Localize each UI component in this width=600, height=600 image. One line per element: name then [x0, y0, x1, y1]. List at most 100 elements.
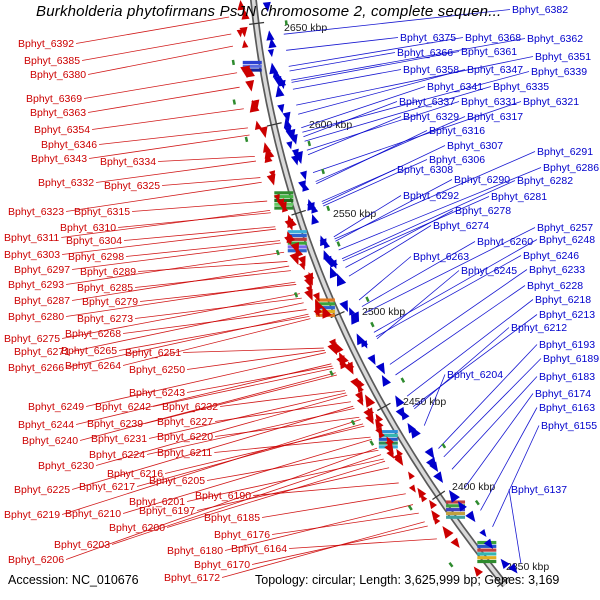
- gene-label[interactable]: Bphyt_6337: [399, 96, 455, 108]
- gene-label[interactable]: Bphyt_6297: [14, 264, 70, 276]
- gene-arrow[interactable]: [395, 395, 405, 408]
- gene-label[interactable]: Bphyt_6310: [60, 222, 116, 234]
- gene-label[interactable]: Bphyt_6317: [467, 111, 523, 123]
- gene-arrow[interactable]: [241, 9, 250, 20]
- gene-label[interactable]: Bphyt_6290: [454, 174, 510, 186]
- gene-label[interactable]: Bphyt_6265: [61, 345, 117, 357]
- gene-arrow[interactable]: [479, 528, 487, 538]
- gene-label[interactable]: Bphyt_6369: [26, 93, 82, 105]
- gene-label[interactable]: Bphyt_6203: [54, 539, 110, 551]
- gene-arrow[interactable]: [251, 99, 260, 110]
- gene-label[interactable]: Bphyt_6213: [539, 309, 595, 321]
- gene-block[interactable]: [315, 302, 335, 306]
- gene-label[interactable]: Bphyt_6354: [34, 124, 90, 136]
- gene-label[interactable]: Bphyt_6193: [539, 339, 595, 351]
- gene-label[interactable]: Bphyt_6273: [77, 313, 133, 325]
- gene-arrow[interactable]: [348, 361, 355, 370]
- gene-arrow[interactable]: [361, 340, 368, 349]
- gene-arrow[interactable]: [381, 374, 391, 387]
- gene-label[interactable]: Bphyt_6170: [194, 559, 250, 571]
- gene-label[interactable]: Bphyt_6351: [535, 51, 591, 63]
- gene-arrow[interactable]: [305, 285, 312, 294]
- gene-label[interactable]: Bphyt_6339: [531, 66, 587, 78]
- gene-arrow[interactable]: [236, 29, 243, 38]
- gene-arrow[interactable]: [367, 354, 376, 365]
- gene-label[interactable]: Bphyt_6206: [8, 554, 64, 566]
- gene-label[interactable]: Bphyt_6249: [28, 401, 84, 413]
- gene-label[interactable]: Bphyt_6304: [66, 235, 122, 247]
- gene-arrow[interactable]: [375, 362, 385, 375]
- gene-label[interactable]: Bphyt_6392: [18, 38, 74, 50]
- gene-arrow[interactable]: [338, 352, 349, 366]
- gene-label[interactable]: Bphyt_6266: [8, 362, 64, 374]
- gene-label[interactable]: Bphyt_6308: [397, 164, 453, 176]
- gene-block[interactable]: [477, 552, 497, 556]
- gene-label[interactable]: Bphyt_6260: [477, 236, 533, 248]
- gene-arrow[interactable]: [375, 418, 384, 430]
- gene-label[interactable]: Bphyt_6287: [14, 295, 70, 307]
- gene-arrow[interactable]: [335, 342, 344, 354]
- gene-arrow[interactable]: [327, 342, 338, 356]
- gene-label[interactable]: Bphyt_6155: [541, 420, 597, 432]
- gene-arrow[interactable]: [266, 30, 275, 41]
- gene-label[interactable]: Bphyt_6231: [91, 433, 147, 445]
- gene-label[interactable]: Bphyt_6239: [87, 418, 143, 430]
- gene-label[interactable]: Bphyt_6220: [157, 431, 213, 443]
- gene-arrow[interactable]: [273, 193, 280, 203]
- gene-label[interactable]: Bphyt_6323: [8, 206, 64, 218]
- gene-block[interactable]: [378, 433, 398, 438]
- gene-label[interactable]: Bphyt_6306: [429, 154, 485, 166]
- gene-arrow[interactable]: [242, 39, 249, 49]
- gene-block[interactable]: [446, 504, 466, 508]
- gene-label[interactable]: Bphyt_6172: [164, 572, 220, 584]
- gene-arrow[interactable]: [365, 394, 376, 408]
- gene-arrow[interactable]: [262, 1, 271, 13]
- gene-label[interactable]: Bphyt_6286: [543, 162, 599, 174]
- gene-label[interactable]: Bphyt_6251: [125, 347, 181, 359]
- gene-label[interactable]: Bphyt_6217: [79, 481, 135, 493]
- gene-block[interactable]: [446, 500, 466, 504]
- gene-arrow[interactable]: [282, 111, 291, 123]
- gene-arrow[interactable]: [465, 510, 476, 523]
- gene-label[interactable]: Bphyt_6380: [30, 69, 86, 81]
- gene-arrow[interactable]: [386, 436, 395, 446]
- gene-arrow[interactable]: [329, 259, 337, 270]
- gene-arrow[interactable]: [284, 218, 294, 231]
- gene-arrow[interactable]: [322, 305, 332, 319]
- gene-label[interactable]: Bphyt_6227: [157, 416, 213, 428]
- gene-block[interactable]: [446, 515, 466, 519]
- gene-label[interactable]: Bphyt_6190: [195, 490, 251, 502]
- gene-arrow[interactable]: [272, 68, 280, 78]
- gene-label[interactable]: Bphyt_6250: [129, 364, 185, 376]
- gene-arrow[interactable]: [393, 452, 402, 464]
- gene-label[interactable]: Bphyt_6358: [403, 64, 459, 76]
- gene-arrow[interactable]: [304, 277, 312, 288]
- gene-arrow[interactable]: [356, 397, 364, 406]
- gene-arrow[interactable]: [442, 526, 454, 539]
- gene-label[interactable]: Bphyt_6368: [465, 32, 521, 44]
- gene-arrow[interactable]: [312, 292, 320, 302]
- gene-label[interactable]: Bphyt_6257: [537, 222, 593, 234]
- gene-label[interactable]: Bphyt_6329: [403, 111, 459, 123]
- gene-arrow[interactable]: [297, 255, 306, 267]
- gene-label[interactable]: Bphyt_6218: [535, 294, 591, 306]
- gene-label[interactable]: Bphyt_6200: [109, 522, 165, 534]
- gene-label[interactable]: Bphyt_6361: [461, 46, 517, 58]
- gene-label[interactable]: Bphyt_6285: [77, 282, 133, 294]
- gene-label[interactable]: Bphyt_6164: [231, 543, 287, 555]
- gene-label[interactable]: Bphyt_6341: [427, 81, 483, 93]
- gene-arrow[interactable]: [384, 442, 394, 455]
- gene-arrow[interactable]: [275, 85, 285, 98]
- gene-arrow[interactable]: [357, 384, 364, 393]
- gene-label[interactable]: Bphyt_6174: [535, 388, 591, 400]
- gene-arrow[interactable]: [307, 199, 317, 211]
- gene-label[interactable]: Bphyt_6232: [162, 401, 218, 413]
- gene-arrow[interactable]: [351, 314, 359, 325]
- gene-arrow[interactable]: [473, 566, 484, 577]
- gene-label[interactable]: Bphyt_6307: [447, 140, 503, 152]
- gene-label[interactable]: Bphyt_6176: [214, 529, 270, 541]
- gene-arrow[interactable]: [351, 311, 360, 323]
- gene-label[interactable]: Bphyt_6343: [31, 153, 87, 165]
- gene-arrow[interactable]: [246, 66, 255, 78]
- gene-label[interactable]: Bphyt_6346: [41, 139, 97, 151]
